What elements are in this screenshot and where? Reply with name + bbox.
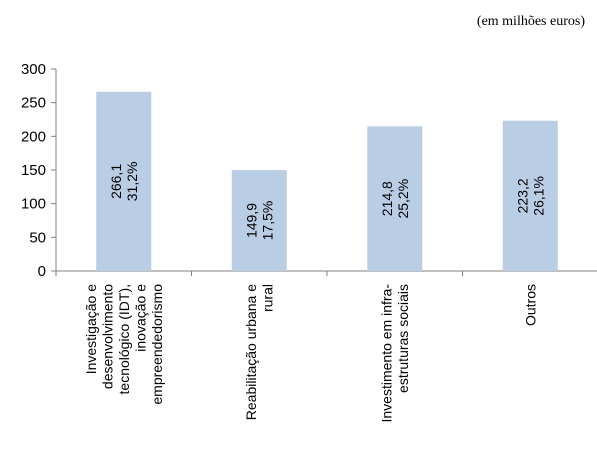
category-label-line: inovação e [132, 284, 148, 352]
category-label-line: estruturas sociais [395, 284, 411, 393]
category-label: Reabilitação urbana erural [243, 284, 276, 420]
bar [231, 170, 287, 271]
bar [367, 126, 423, 271]
data-label: 223,226,1% [514, 176, 546, 216]
unit-note: (em milhões euros) [476, 14, 585, 29]
data-label: 149,917,5% [243, 201, 275, 241]
y-tick-label: 0 [38, 263, 46, 280]
category-label: Investigação edesenvolvimentotecnológico… [83, 284, 165, 405]
category-label-line: Investimento em infra- [379, 284, 395, 423]
data-label: 266,131,2% [108, 162, 140, 202]
category-label-line: desenvolvimento [99, 284, 115, 389]
bar [502, 120, 558, 271]
data-label-line: 17,5% [259, 201, 275, 241]
category-label-line: rural [260, 284, 276, 312]
data-label-line: 26,1% [530, 176, 546, 216]
data-label-line: 31,2% [124, 162, 140, 202]
data-label-line: 149,9 [243, 203, 259, 238]
bar [96, 91, 152, 272]
category-label: Outros [522, 284, 538, 326]
data-label-line: 223,2 [514, 178, 530, 213]
category-label-line: empreendedorismo [149, 284, 165, 405]
data-label-line: 266,1 [108, 164, 124, 199]
category-label-line: Investigação e [83, 284, 99, 374]
category-label-line: Reabilitação urbana e [243, 284, 259, 420]
y-tick-label: 100 [21, 196, 46, 213]
y-tick-label: 150 [21, 162, 46, 179]
category-label-line: tecnológico (IDT), [116, 284, 132, 394]
y-tick-label: 200 [21, 128, 46, 145]
y-tick-label: 250 [21, 95, 46, 112]
data-label-line: 214,8 [379, 181, 395, 216]
category-label-line: Outros [522, 284, 538, 326]
data-label: 214,825,2% [379, 179, 411, 219]
category-label: Investimento em infra-estruturas sociais [379, 284, 412, 423]
y-tick-label: 300 [21, 61, 46, 78]
y-tick-label: 50 [29, 229, 46, 246]
data-label-line: 25,2% [395, 179, 411, 219]
